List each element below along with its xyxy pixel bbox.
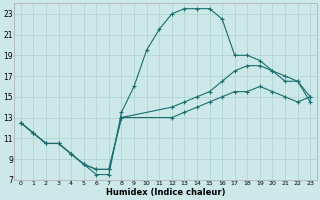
X-axis label: Humidex (Indice chaleur): Humidex (Indice chaleur) xyxy=(106,188,225,197)
